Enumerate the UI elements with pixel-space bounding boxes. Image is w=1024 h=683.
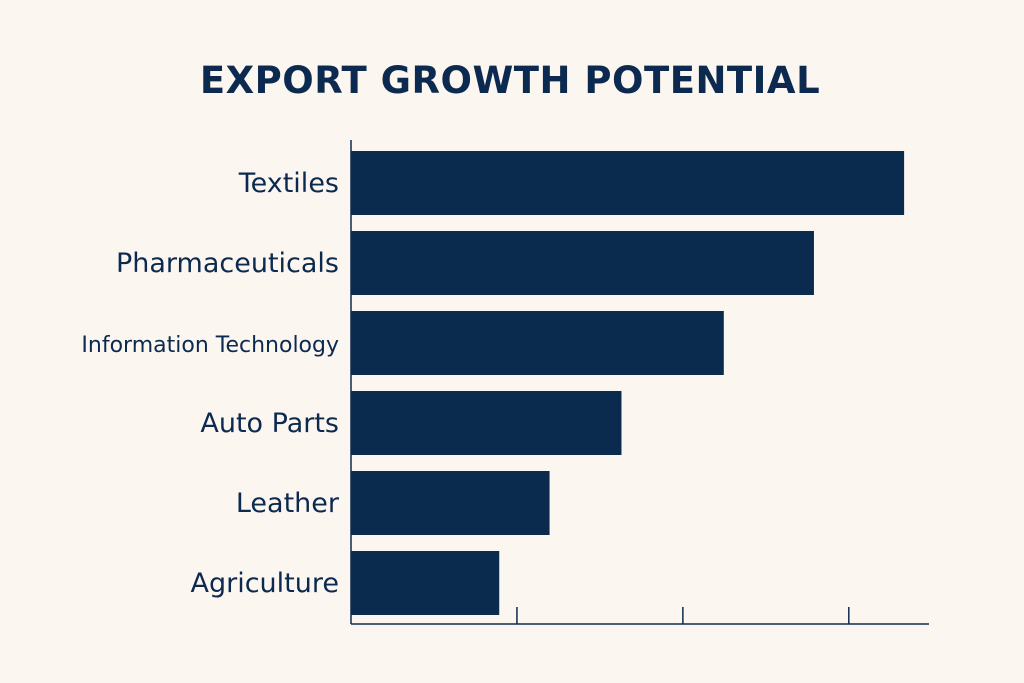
x-axis-ticks-group xyxy=(516,607,850,624)
category-labels-group: Textiles Pharmaceuticals Information Techn… xyxy=(81,168,339,599)
category-label-pharmaceuticals: Pharmaceuticals xyxy=(116,248,339,279)
bar-textiles xyxy=(351,151,905,215)
category-label-auto-parts: Auto Parts xyxy=(200,408,339,439)
category-label-leather: Leather xyxy=(236,488,340,519)
bar-leather xyxy=(351,471,550,535)
category-label-textiles: Textiles xyxy=(238,168,339,199)
category-label-agriculture: Agriculture xyxy=(191,568,340,599)
bar-agriculture xyxy=(351,551,500,615)
bar-auto-parts xyxy=(351,391,622,455)
bar-information-technology xyxy=(351,311,724,375)
chart-title: EXPORT GROWTH POTENTIAL xyxy=(200,59,820,102)
category-label-information-technology: Information Technology xyxy=(81,333,339,358)
bars-group xyxy=(351,151,905,615)
bar-pharmaceuticals xyxy=(351,231,814,295)
